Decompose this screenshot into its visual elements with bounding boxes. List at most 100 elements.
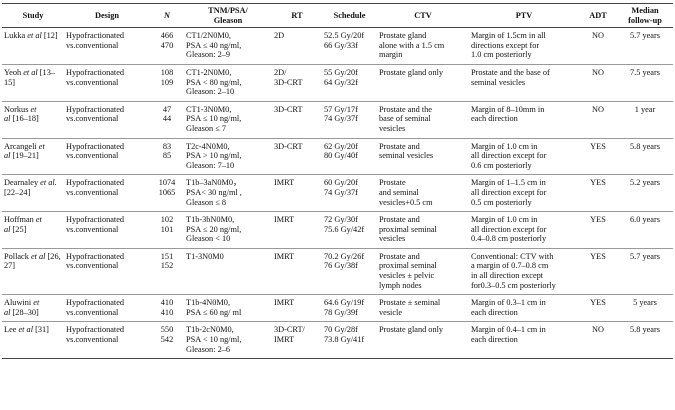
- cell-text: Prostate gland only: [379, 67, 444, 77]
- cell-text: Prostate and: [379, 141, 420, 151]
- table-cell: 55 Gy/20f 64 Gy/32f: [322, 64, 377, 102]
- cell-text: 62 Gy/20f: [324, 141, 358, 151]
- table-cell: YES: [579, 211, 617, 249]
- header-text: TNM/PSA/: [208, 6, 248, 15]
- study-name: Lukka: [4, 31, 26, 41]
- table-row: Pollack et al [26, 27] Hypofractionated vs.c…: [2, 248, 673, 296]
- cell-text: proximal seminal: [379, 224, 437, 234]
- cell-text: 108: [160, 67, 174, 77]
- cell-text: NO: [592, 67, 604, 77]
- header-text: RT: [291, 10, 303, 20]
- cell-text: Hypofractionated: [66, 178, 125, 188]
- table-cell: Prostate gland only: [377, 64, 469, 102]
- cell-text: seminal vesicles: [379, 151, 434, 161]
- table-row: Lee et al [31] Hypofractionated vs.conventio…: [2, 321, 673, 360]
- cell-text: 47: [162, 104, 172, 114]
- table-cell: Aluwini et al [28–30]: [2, 294, 64, 323]
- table-cell: Prostate ± seminal vesicle: [377, 294, 469, 323]
- cell-text: 3D-CRT: [274, 104, 303, 114]
- table-cell: 151 152: [150, 248, 184, 296]
- cell-text: YES: [590, 298, 606, 308]
- study-name: Arcangeli: [4, 141, 37, 151]
- table-cell: Norkus et al [16–18]: [2, 101, 64, 139]
- study-etal: et al: [18, 325, 34, 335]
- study-ref: [25]: [12, 224, 27, 234]
- table-cell: T1b-2cN0M0, PSA < 10 ng/ml, Gleason: 2–6: [184, 321, 272, 360]
- header-cell: Schedule: [322, 2, 377, 29]
- table-cell: 466 470: [150, 27, 184, 65]
- table-cell: Prostate and proximal seminal vesicles ± p…: [377, 248, 469, 296]
- table-cell: Hypofractionated vs.conventional: [64, 248, 150, 296]
- cell-text: each direction: [471, 307, 518, 317]
- cell-text: NO: [592, 325, 604, 335]
- table-cell: Conventional: CTV with a margin of 0.7–0.…: [469, 248, 579, 296]
- header-text: follow-up: [628, 15, 662, 25]
- cell-text: 102: [160, 215, 174, 225]
- cell-text: all direction except for: [471, 187, 547, 197]
- cell-text: 3D-CRT: [274, 141, 303, 151]
- cell-text: 5 years: [633, 298, 657, 308]
- cell-text: Prostate: [379, 178, 406, 188]
- cell-text: YES: [590, 251, 606, 261]
- study-etal: et al: [30, 251, 46, 261]
- table-cell: Hypofractionated vs.conventional: [64, 27, 150, 65]
- study-etal: et al: [4, 141, 45, 161]
- table-cell: 70.2 Gy/26f 76 Gy/38f: [322, 248, 377, 296]
- study-ref: [13–15]: [4, 67, 55, 87]
- cell-text: 3D-CRT: [274, 77, 303, 87]
- table-cell: Lee et al [31]: [2, 321, 64, 360]
- cell-text: proximal seminal: [379, 261, 437, 271]
- table-cell: 1074 1065: [150, 174, 184, 213]
- table-cell: Hoffman et al [25]: [2, 211, 64, 249]
- cell-text: Margin of 1.0 cm in: [471, 215, 538, 225]
- study-name: Dearnaley: [4, 178, 39, 188]
- table-row: Hoffman et al [25] Hypofractionated vs.conve…: [2, 211, 673, 249]
- study-ref: [12]: [43, 31, 58, 41]
- table-cell: T2c-4N0M0, PSA > 10 ng/ml, Gleason: 7–10: [184, 138, 272, 176]
- cell-text: IMRT: [274, 178, 295, 188]
- cell-text: Gleason: 2–10: [186, 87, 235, 97]
- study-ref: [19–21]: [12, 151, 39, 161]
- cell-text: 151: [160, 251, 174, 261]
- study-ref: [22–24]: [4, 187, 31, 197]
- table-cell: 47 44: [150, 101, 184, 139]
- table-row: Lukka et al [12] Hypofractionated vs.convent…: [2, 27, 673, 65]
- study-etal: et al: [4, 298, 40, 317]
- cell-text: PSA ≤ 40 ng/ml,: [186, 40, 242, 50]
- table-cell: T1-3N0M0: [184, 248, 272, 296]
- table-cell: 52.5 Gy/20f 66 Gy/33f: [322, 27, 377, 65]
- cell-text: T1b–3aN0M0，: [186, 178, 242, 188]
- table-cell: T1b-3bN0M0, PSA ≤ 20 ng/ml, Gleason < 10: [184, 211, 272, 249]
- table-cell: 5.2 years: [617, 174, 673, 213]
- table-cell: 57 Gy/17f 74 Gy/37f: [322, 101, 377, 139]
- table-cell: 550 542: [150, 321, 184, 360]
- table-cell: 5.7 years: [617, 248, 673, 296]
- cell-text: Hypofractionated: [66, 325, 125, 335]
- table-body: Lukka et al [12] Hypofractionated vs.convent…: [2, 27, 673, 360]
- cell-text: base of seminal: [379, 114, 431, 124]
- cell-text: 57 Gy/17f: [324, 104, 358, 114]
- study-etal: et al: [4, 215, 42, 234]
- cell-text: T2c-4N0M0,: [186, 141, 230, 151]
- cell-text: 101: [160, 224, 174, 234]
- cell-text: alone with a 1.5 cm: [379, 40, 445, 50]
- cell-text: 5.7 years: [630, 31, 660, 41]
- cell-text: margin: [379, 50, 403, 60]
- cell-text: 5.8 years: [630, 325, 660, 335]
- study-etal: et al: [4, 104, 37, 124]
- cell-text: 542: [160, 335, 174, 345]
- header-text: PTV: [515, 10, 533, 20]
- cell-text: NO: [592, 104, 604, 114]
- study-etal: et al: [27, 31, 42, 41]
- table-cell: Prostate gland only: [377, 321, 469, 360]
- cell-text: vesicles: [379, 234, 406, 244]
- cell-text: 55 Gy/20f: [324, 67, 358, 77]
- cell-text: 2D/: [274, 67, 287, 77]
- cell-text: 66 Gy/33f: [324, 40, 358, 50]
- cell-text: IMRT: [274, 215, 295, 225]
- cell-text: vs.conventional: [66, 261, 119, 271]
- cell-text: PSA ≤ 20 ng/ml,: [186, 224, 242, 234]
- table-cell: Prostate and seminal vesicles+0.5 cm: [377, 174, 469, 213]
- table-cell: Pollack et al [26, 27]: [2, 248, 64, 296]
- cell-text: Hypofractionated: [66, 31, 125, 41]
